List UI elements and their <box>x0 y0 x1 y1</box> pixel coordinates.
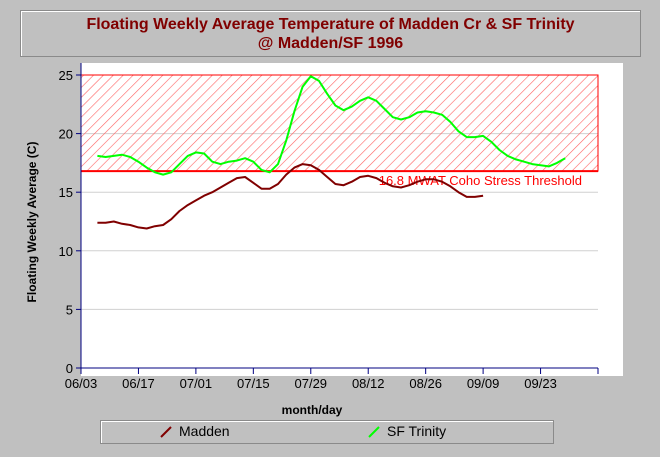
threshold-layer: 16.8 MWAT Coho Stress Threshold <box>80 74 599 188</box>
y-tick-label: 10 <box>59 244 73 259</box>
x-tick-label: 08/12 <box>352 376 385 391</box>
x-tick-label: 09/23 <box>524 376 557 391</box>
threshold-label: 16.8 MWAT Coho Stress Threshold <box>379 173 582 188</box>
x-axis-label: month/day <box>282 403 343 417</box>
y-tick-label: 5 <box>66 302 73 317</box>
series-line-sf-trinity <box>97 75 566 176</box>
madden-line-icon <box>160 426 172 439</box>
sf-trinity-line-icon <box>368 426 380 439</box>
x-tick-label: 07/15 <box>237 376 270 391</box>
chart-title-line2: @ Madden/SF 1996 <box>257 35 404 52</box>
threshold-zone <box>80 74 599 172</box>
legend-label-madden: Madden <box>179 423 230 439</box>
x-tick-label: 07/29 <box>295 376 328 391</box>
y-axis-label: Floating Weekly Average (C) <box>25 142 39 303</box>
legend-item-sf-trinity: SF Trinity <box>367 423 446 439</box>
series-layer <box>97 75 566 230</box>
legend-label-sf-trinity: SF Trinity <box>387 423 447 439</box>
legend-item-madden: Madden <box>159 423 230 439</box>
x-tick-label: 07/01 <box>180 376 213 391</box>
x-tick-label: 08/26 <box>409 376 442 391</box>
y-tick-label: 15 <box>59 185 73 200</box>
chart-title-box: Floating Weekly Average Temperature of M… <box>20 10 641 57</box>
y-tick-label: 25 <box>59 68 73 83</box>
legend: Madden SF Trinity <box>100 420 554 444</box>
chart-title-line1: Floating Weekly Average Temperature of M… <box>86 16 575 33</box>
x-tick-label: 06/17 <box>122 376 155 391</box>
y-tick-label: 0 <box>66 361 73 376</box>
y-tick-label: 20 <box>59 127 73 142</box>
axis-layer: 0 5 10 15 20 25 06/03 06/17 07/01 07/15 07/29 08/12… <box>59 63 599 391</box>
x-tick-label: 06/03 <box>65 376 98 391</box>
x-tick-label: 09/09 <box>467 376 500 391</box>
series-line-madden <box>97 163 484 230</box>
